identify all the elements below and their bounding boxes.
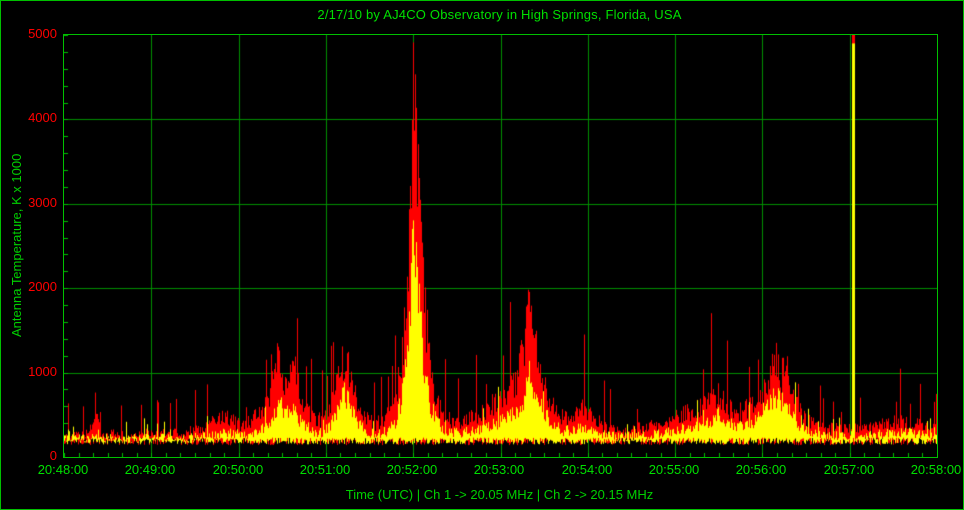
chart-title: 2/17/10 by AJ4CO Observatory in High Spr…	[317, 7, 682, 22]
x-tick-label: 20:48:00	[37, 462, 89, 477]
x-tick-label: 20:56:00	[735, 462, 787, 477]
x-tick-label: 20:55:00	[648, 462, 700, 477]
x-tick-label: 20:54:00	[561, 462, 613, 477]
x-tick-label: 20:49:00	[124, 462, 176, 477]
x-tick-label: 20:58:00	[910, 462, 962, 477]
x-tick-label: 20:51:00	[299, 462, 351, 477]
x-tick-label: 20:52:00	[386, 462, 438, 477]
y-tick-label: 2000	[28, 279, 57, 294]
y-axis-label: Antenna Temperature, K x 1000	[9, 153, 24, 337]
y-tick-label: 5000	[28, 26, 57, 41]
x-tick-label: 20:53:00	[473, 462, 525, 477]
x-tick-label: 20:50:00	[212, 462, 264, 477]
y-tick-label: 4000	[28, 110, 57, 125]
x-tick-label: 20:57:00	[823, 462, 875, 477]
y-tick-label: 3000	[28, 195, 57, 210]
x-axis-label: Time (UTC) | Ch 1 -> 20.05 MHz | Ch 2 ->…	[345, 487, 654, 502]
y-tick-label: 0	[49, 448, 57, 463]
y-tick-label: 1000	[28, 364, 57, 379]
chart-canvas	[64, 35, 937, 457]
plot-area	[63, 34, 938, 458]
